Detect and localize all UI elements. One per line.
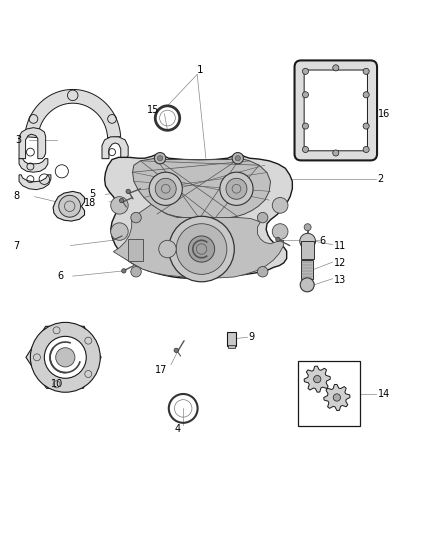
Text: 15: 15: [147, 105, 160, 115]
Circle shape: [363, 68, 369, 75]
Bar: [128, 239, 144, 261]
Circle shape: [111, 223, 128, 240]
Text: 2: 2: [378, 174, 384, 184]
Circle shape: [188, 236, 215, 262]
Circle shape: [56, 348, 75, 367]
Circle shape: [111, 197, 128, 214]
Circle shape: [272, 224, 288, 239]
Text: 18: 18: [84, 198, 96, 208]
Circle shape: [363, 123, 369, 129]
Circle shape: [131, 212, 141, 223]
Polygon shape: [19, 175, 51, 190]
Circle shape: [333, 150, 339, 156]
Circle shape: [272, 198, 288, 213]
Circle shape: [155, 179, 176, 199]
Bar: [301, 261, 313, 279]
Circle shape: [314, 375, 321, 383]
Bar: [301, 241, 314, 259]
Polygon shape: [113, 205, 284, 278]
Text: 9: 9: [249, 332, 255, 342]
Circle shape: [174, 348, 178, 352]
Polygon shape: [25, 90, 120, 138]
Text: 14: 14: [378, 390, 390, 399]
Circle shape: [131, 266, 141, 277]
Text: 3: 3: [15, 135, 21, 145]
Text: 4: 4: [174, 424, 180, 434]
Circle shape: [258, 266, 268, 277]
Text: 7: 7: [13, 240, 19, 251]
Text: 1: 1: [197, 65, 204, 75]
Circle shape: [232, 152, 244, 164]
Circle shape: [258, 212, 268, 223]
Circle shape: [169, 216, 234, 282]
Circle shape: [149, 172, 182, 205]
Circle shape: [363, 92, 369, 98]
Circle shape: [154, 152, 166, 164]
Polygon shape: [324, 384, 350, 410]
Circle shape: [30, 322, 100, 392]
Polygon shape: [19, 159, 48, 172]
Circle shape: [235, 156, 240, 161]
Circle shape: [157, 156, 162, 161]
Text: 12: 12: [334, 258, 346, 268]
Circle shape: [220, 172, 253, 205]
Circle shape: [300, 278, 314, 292]
Circle shape: [304, 224, 311, 231]
Polygon shape: [26, 326, 101, 389]
Circle shape: [122, 269, 126, 273]
Circle shape: [276, 237, 280, 241]
Polygon shape: [105, 154, 292, 279]
Circle shape: [44, 336, 86, 378]
Bar: [297, 361, 360, 426]
Circle shape: [126, 189, 131, 193]
Text: 11: 11: [334, 240, 346, 251]
Circle shape: [159, 240, 176, 258]
Text: 16: 16: [378, 109, 391, 119]
Text: 8: 8: [13, 191, 19, 201]
Circle shape: [300, 233, 315, 249]
FancyBboxPatch shape: [294, 60, 377, 160]
Polygon shape: [133, 158, 271, 219]
Circle shape: [302, 68, 308, 75]
Text: 17: 17: [155, 366, 168, 375]
Polygon shape: [53, 191, 85, 221]
Text: 5: 5: [90, 189, 96, 199]
Text: 10: 10: [50, 379, 63, 390]
FancyBboxPatch shape: [304, 70, 367, 151]
Circle shape: [333, 65, 339, 71]
Polygon shape: [102, 137, 128, 159]
Circle shape: [59, 195, 81, 217]
Circle shape: [302, 147, 308, 152]
Bar: [228, 345, 235, 348]
Text: 13: 13: [334, 274, 346, 285]
Text: 6: 6: [319, 236, 325, 246]
Polygon shape: [19, 128, 46, 159]
Circle shape: [302, 92, 308, 98]
Circle shape: [176, 224, 227, 274]
Polygon shape: [304, 366, 330, 392]
Circle shape: [333, 394, 340, 401]
Bar: [227, 332, 237, 346]
Text: 6: 6: [57, 271, 64, 281]
Circle shape: [363, 147, 369, 152]
Circle shape: [226, 179, 247, 199]
Circle shape: [120, 198, 124, 203]
Circle shape: [302, 123, 308, 129]
